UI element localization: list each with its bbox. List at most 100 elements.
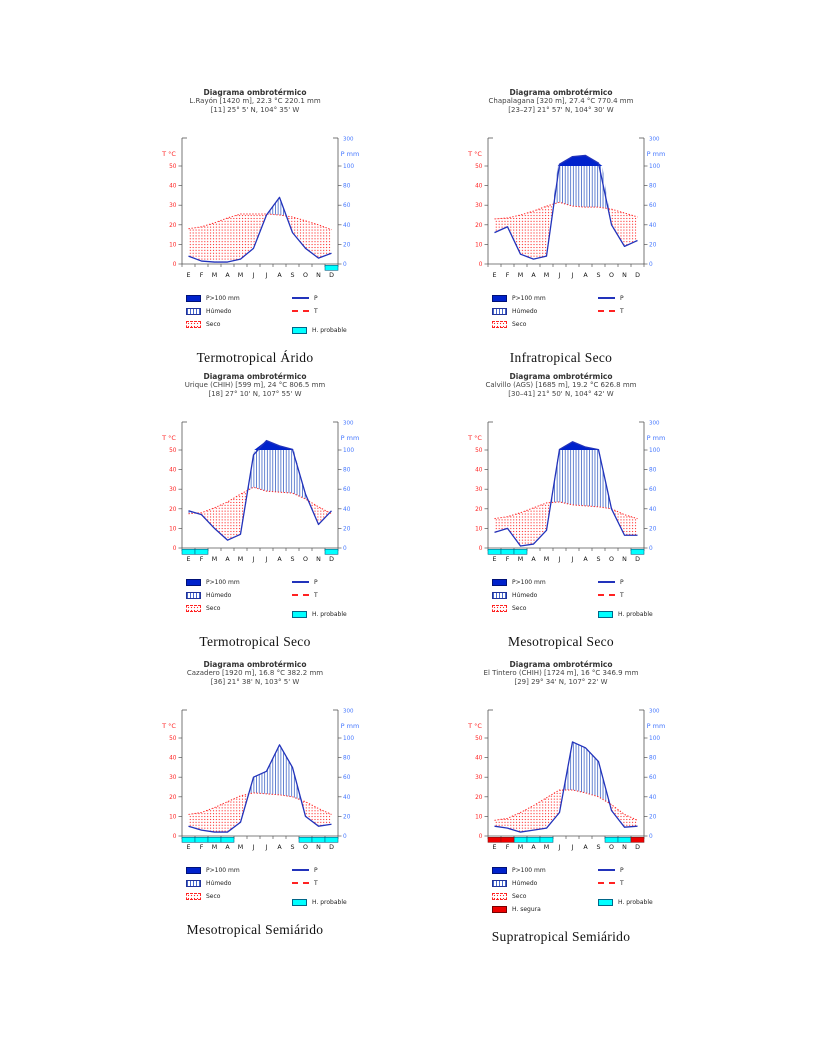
svg-text:D: D <box>635 556 640 563</box>
legend-label: Húmedo <box>206 879 232 887</box>
svg-text:A: A <box>531 844 536 851</box>
bioclimate-caption: Termotropical Seco <box>199 633 311 649</box>
bioclimate-caption: Infratropical Seco <box>509 349 613 365</box>
legend-label: T <box>620 307 624 315</box>
legend-swatch-frost-sure <box>492 905 507 913</box>
chart-station-info: Urique (CHIH) [599 m], 24 °C 806.5 mm <box>184 381 326 390</box>
svg-text:M: M <box>544 556 549 563</box>
svg-text:50: 50 <box>475 448 483 454</box>
climate-plot: 0 10 20 30 40 50 0 20 40 60 80 100 300 T °C P mm E F M A M J… <box>161 136 359 279</box>
svg-text:P mm: P mm <box>341 434 360 442</box>
svg-text:N: N <box>622 844 627 851</box>
svg-text:0: 0 <box>343 834 347 840</box>
chart-title: Diagrama ombrotérmico <box>203 372 307 381</box>
legend-line-temperature <box>598 310 615 313</box>
legend-line-precipitation <box>598 297 615 300</box>
chart-header: Diagrama ombrotérmico Calvillo (AGS) [16… <box>406 372 716 399</box>
svg-text:T °C: T °C <box>161 722 176 730</box>
svg-text:40: 40 <box>649 795 657 801</box>
svg-text:A: A <box>225 844 230 851</box>
svg-text:50: 50 <box>169 736 177 742</box>
svg-text:F: F <box>200 844 204 851</box>
legend-label: T <box>620 591 624 599</box>
svg-text:J: J <box>571 844 574 851</box>
svg-text:0: 0 <box>479 834 483 840</box>
legend-label: Seco <box>206 320 221 328</box>
svg-text:A: A <box>531 556 536 563</box>
svg-text:M: M <box>212 844 217 851</box>
legend-swatch-p-gt-100 <box>492 578 507 586</box>
legend-item-humedo: Húmedo <box>492 877 596 890</box>
svg-text:N: N <box>316 844 321 851</box>
chart-coordinates: [29] 29° 34' N, 107° 22' W <box>514 678 608 687</box>
svg-text:40: 40 <box>343 507 351 513</box>
legend-item-h-probable: H. probable <box>598 608 653 621</box>
legend-label: P <box>620 578 624 586</box>
svg-text:0: 0 <box>649 834 653 840</box>
svg-text:E: E <box>187 272 191 279</box>
legend-label: P <box>314 578 318 586</box>
ombrothermic-diagram-el-tintero: Diagrama ombrotérmico El Tintero (CHIH) … <box>406 660 716 945</box>
legend-swatch-dry <box>492 892 507 900</box>
legend-line-temperature <box>292 594 309 597</box>
legend-swatch-dry <box>492 604 507 612</box>
legend-swatch-dry <box>186 320 201 328</box>
svg-text:40: 40 <box>649 507 657 513</box>
svg-text:J: J <box>265 272 268 279</box>
climate-plot: 0 10 20 30 40 50 0 20 40 60 80 100 300 T °C P mm E F M A M J… <box>467 136 666 279</box>
legend-line-precipitation <box>598 581 615 584</box>
legend-swatch-frost-probable <box>292 326 307 334</box>
svg-text:M: M <box>518 844 523 851</box>
svg-text:0: 0 <box>649 262 653 268</box>
legend-label: H. probable <box>618 898 653 906</box>
svg-text:N: N <box>316 272 321 279</box>
legend-label: H. probable <box>312 326 347 334</box>
svg-text:S: S <box>291 272 295 279</box>
svg-text:40: 40 <box>343 223 351 229</box>
svg-text:80: 80 <box>649 183 657 189</box>
svg-text:30: 30 <box>475 203 483 209</box>
svg-text:60: 60 <box>649 775 657 781</box>
svg-text:M: M <box>212 272 217 279</box>
legend-item-p100: P>100 mm <box>492 292 596 305</box>
legend-line-precipitation <box>292 297 309 300</box>
svg-text:P mm: P mm <box>647 150 666 158</box>
svg-text:J: J <box>265 556 268 563</box>
legend-label: T <box>314 307 318 315</box>
legend-line-temperature <box>598 594 615 597</box>
svg-text:0: 0 <box>173 262 177 268</box>
svg-text:30: 30 <box>169 203 177 209</box>
svg-text:J: J <box>252 272 255 279</box>
legend-item-h-probable: H. probable <box>292 608 347 621</box>
svg-text:J: J <box>558 844 561 851</box>
svg-text:J: J <box>558 556 561 563</box>
legend-label: P>100 mm <box>512 294 546 302</box>
legend-item-seco: Seco <box>492 602 596 615</box>
legend-item-p100: P>100 mm <box>492 576 596 589</box>
legend-label: H. probable <box>618 610 653 618</box>
svg-text:100: 100 <box>649 164 660 170</box>
legend-item-t-line: T <box>598 589 653 602</box>
svg-text:F: F <box>506 844 510 851</box>
svg-text:30: 30 <box>169 775 177 781</box>
svg-text:40: 40 <box>475 755 483 761</box>
legend-label: Húmedo <box>512 879 538 887</box>
svg-text:J: J <box>252 556 255 563</box>
legend-item-humedo: Húmedo <box>186 589 290 602</box>
svg-text:P mm: P mm <box>647 722 666 730</box>
svg-text:M: M <box>544 272 549 279</box>
svg-text:T °C: T °C <box>467 722 482 730</box>
svg-text:0: 0 <box>479 262 483 268</box>
legend-label: Húmedo <box>512 591 538 599</box>
legend-label: Seco <box>206 892 221 900</box>
svg-text:20: 20 <box>343 814 351 820</box>
legend-item-t-line: T <box>292 877 347 890</box>
svg-text:10: 10 <box>169 242 177 248</box>
legend-swatch-p-gt-100 <box>492 866 507 874</box>
legend-label: T <box>314 879 318 887</box>
chart-station-info: El Tintero (CHIH) [1724 m], 16 °C 346.9 … <box>483 669 639 678</box>
chart-coordinates: [11] 25° 5' N, 104° 35' W <box>210 106 300 115</box>
svg-text:20: 20 <box>649 526 657 532</box>
svg-text:300: 300 <box>649 708 660 714</box>
climate-plot: 0 10 20 30 40 50 0 20 40 60 80 100 300 T °C P mm E F M A M J… <box>161 420 360 563</box>
